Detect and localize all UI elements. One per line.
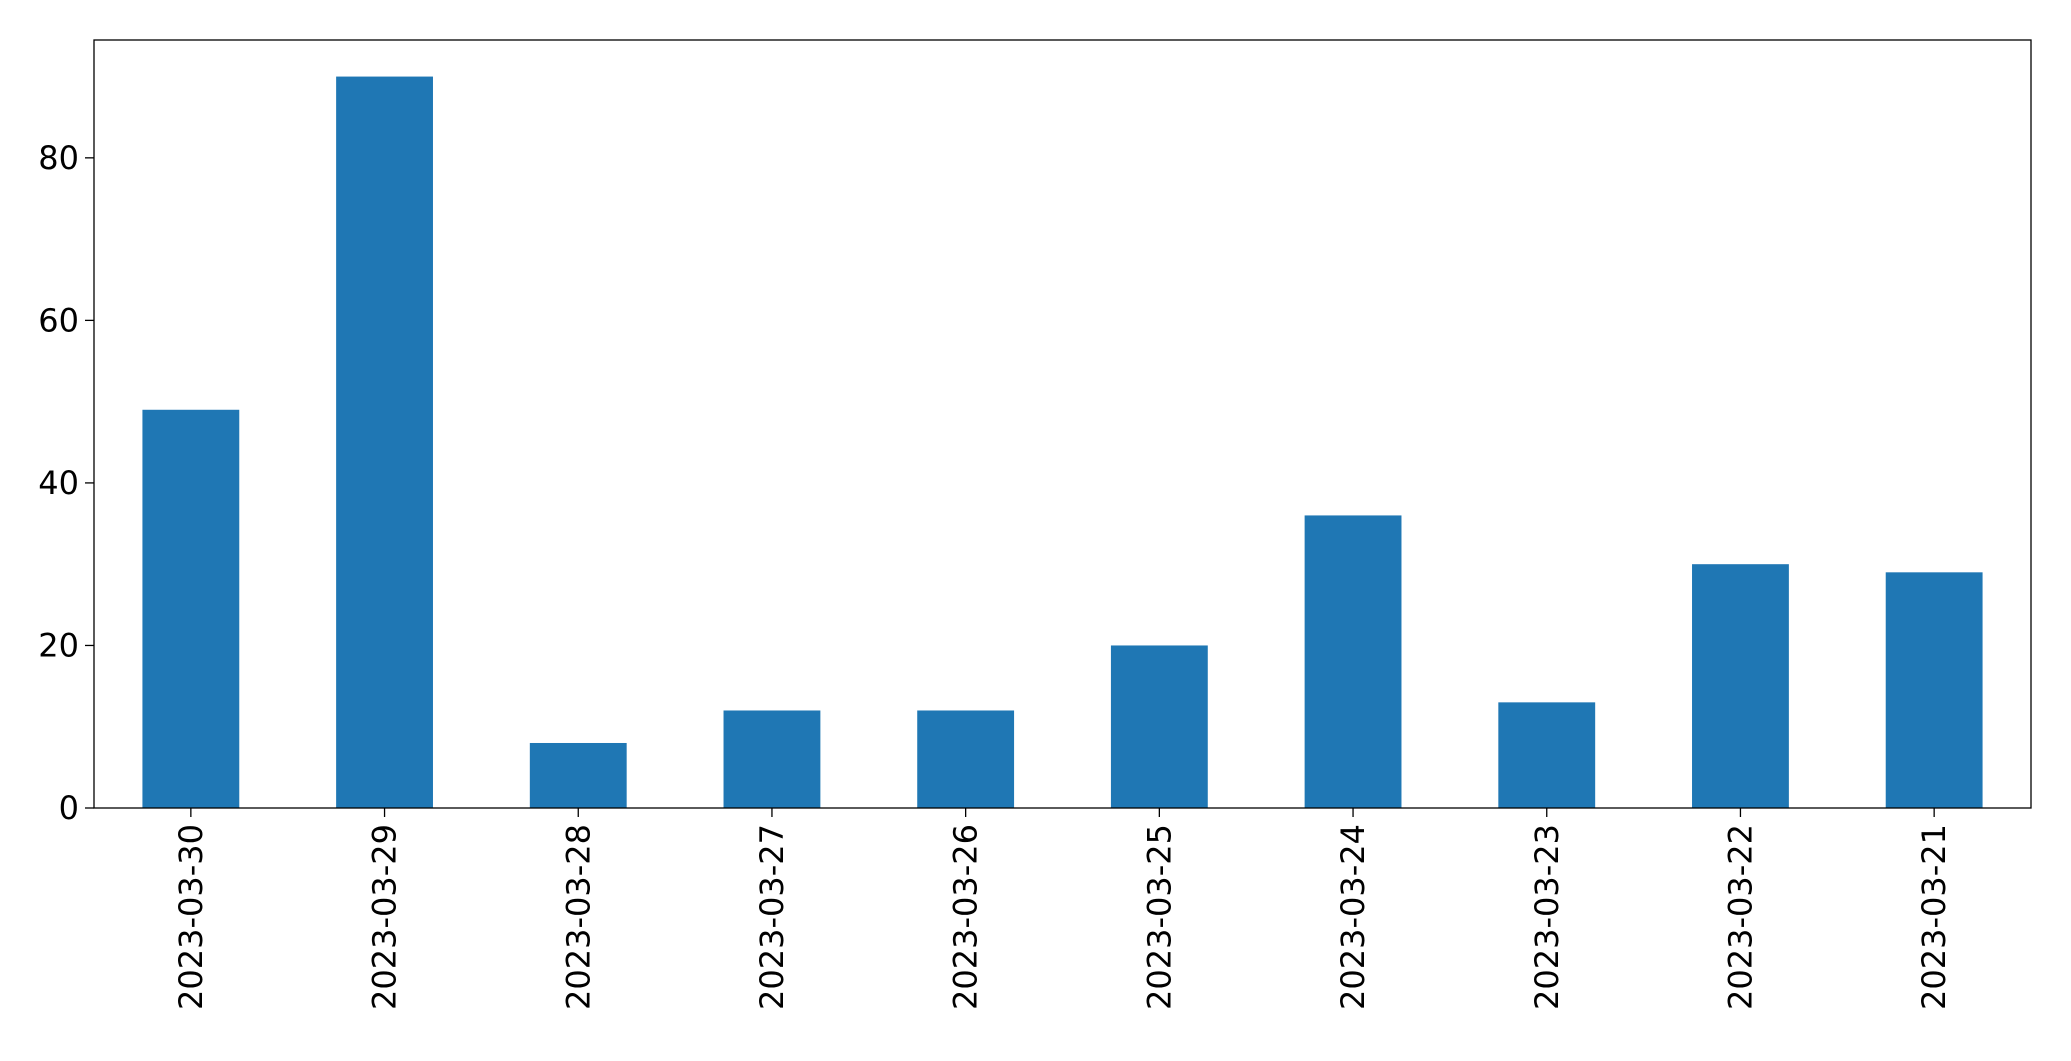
y-tick-label: 20 — [38, 626, 79, 664]
x-tick-label: 2023-03-26 — [947, 824, 985, 1010]
bar — [529, 742, 627, 808]
x-tick-label: 2023-03-24 — [1334, 824, 1372, 1010]
bar — [723, 710, 821, 808]
x-tick-label: 2023-03-29 — [366, 824, 404, 1010]
bar — [1304, 515, 1402, 808]
bar — [1885, 572, 1983, 808]
x-tick-label: 2023-03-22 — [1721, 824, 1759, 1010]
x-tick-label: 2023-03-23 — [1528, 824, 1566, 1010]
x-tick-label: 2023-03-25 — [1140, 824, 1178, 1010]
bar — [142, 409, 240, 808]
x-tick-label: 2023-03-30 — [172, 824, 210, 1010]
y-tick-label: 40 — [38, 464, 79, 502]
x-tick-label: 2023-03-28 — [559, 824, 597, 1010]
y-tick-label: 80 — [38, 139, 79, 177]
bar — [1692, 564, 1789, 808]
x-tick-label: 2023-03-27 — [753, 824, 791, 1010]
bar — [336, 76, 433, 809]
x-tick-label: 2023-03-21 — [1915, 824, 1953, 1010]
y-tick-label: 0 — [59, 789, 79, 827]
plot-frame — [93, 39, 2032, 809]
bar — [1110, 645, 1208, 808]
bar — [1498, 702, 1596, 808]
bar — [917, 710, 1015, 808]
y-tick-label: 60 — [38, 301, 79, 339]
